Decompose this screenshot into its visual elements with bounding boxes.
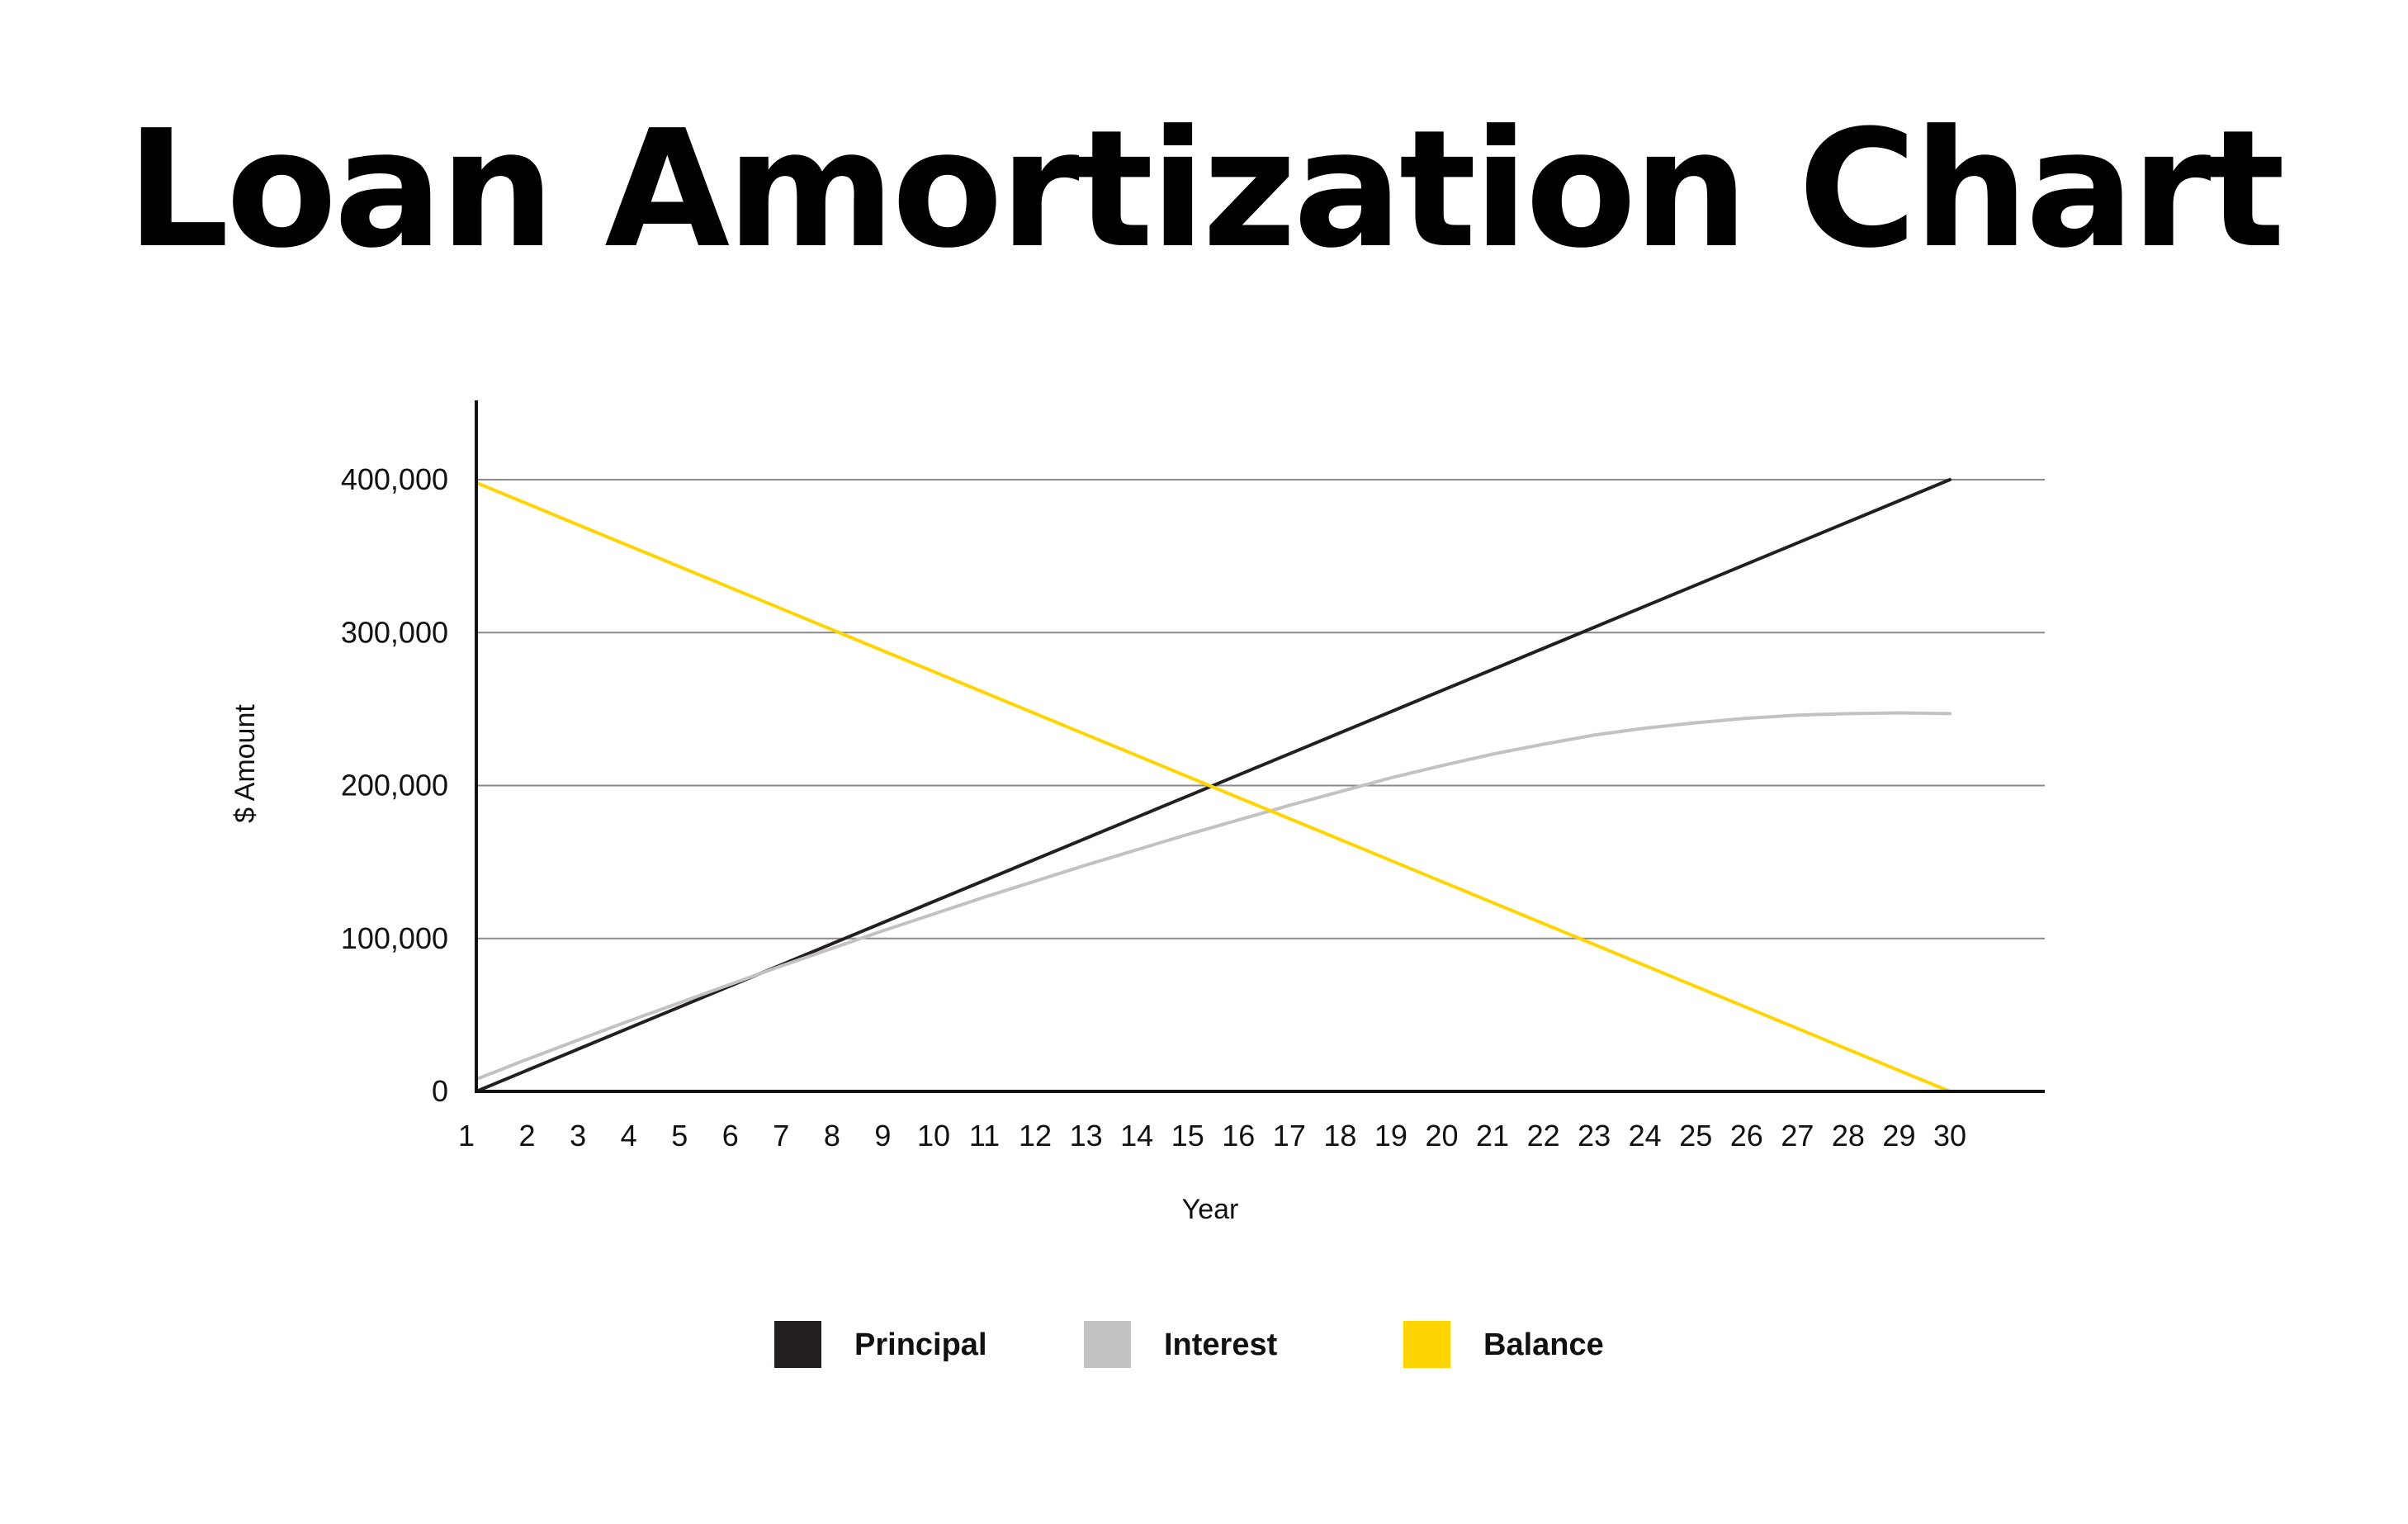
x-tick-label: 14: [1120, 1119, 1153, 1152]
x-tick-label: 18: [1323, 1119, 1356, 1152]
series-line-interest: [475, 711, 1951, 1081]
x-tick-label: 7: [773, 1119, 789, 1152]
y-tick-label: 300,000: [341, 615, 448, 649]
legend-label-balance: Balance: [1483, 1328, 1604, 1362]
x-tick-label: 6: [722, 1119, 739, 1152]
series-line-balance: [475, 480, 1951, 1093]
x-tick-label: 10: [917, 1119, 950, 1152]
gridlines: [476, 479, 2045, 939]
y-tick-label: 100,000: [341, 921, 448, 955]
legend-swatch-balance: [1403, 1321, 1450, 1368]
y-axis-title: $ Amount: [229, 704, 261, 823]
x-tick-label: 27: [1781, 1119, 1814, 1152]
x-tick-label: 8: [824, 1119, 840, 1152]
x-tick-label: 24: [1629, 1119, 1662, 1152]
x-tick-label: 15: [1171, 1119, 1204, 1152]
x-tick-label: 2: [519, 1119, 536, 1152]
x-tick-label: 19: [1374, 1119, 1407, 1152]
legend-swatch-principal: [774, 1321, 821, 1368]
legend: Principal Interest Balance: [774, 1321, 1604, 1368]
x-tick-label: 11: [969, 1119, 1000, 1152]
x-tick-label: 28: [1832, 1119, 1865, 1152]
x-tick-label: 13: [1070, 1119, 1103, 1152]
x-tick-label: 21: [1476, 1119, 1509, 1152]
x-tick-label: 9: [874, 1119, 891, 1152]
x-tick-label: 22: [1527, 1119, 1560, 1152]
x-tick-label: 30: [1933, 1119, 1966, 1152]
legend-label-interest: Interest: [1164, 1328, 1278, 1362]
y-tick-label: 0: [432, 1074, 448, 1108]
x-tick-label: 16: [1222, 1119, 1255, 1152]
series-lines: [475, 478, 1951, 1093]
x-tick-label: 29: [1882, 1119, 1915, 1152]
x-tick-label: 20: [1425, 1119, 1458, 1152]
chart-title: Loan Amortization Chart: [125, 96, 2285, 284]
legend-label-principal: Principal: [854, 1328, 987, 1362]
y-tick-label: 400,000: [341, 462, 448, 496]
x-tick-label: 25: [1679, 1119, 1712, 1152]
axes: [475, 400, 2045, 1093]
x-tick-label: 23: [1578, 1119, 1611, 1152]
y-tick-label: 200,000: [341, 769, 448, 802]
x-tick-label: 5: [671, 1119, 688, 1152]
x-tick-label: 17: [1273, 1119, 1306, 1152]
legend-swatch-interest: [1084, 1321, 1131, 1368]
x-tick-label: 3: [570, 1119, 586, 1152]
x-tick-label: 4: [621, 1119, 637, 1152]
x-axis-title: Year: [1182, 1194, 1239, 1225]
x-tick-label: 26: [1730, 1119, 1763, 1152]
x-tick-label: 12: [1019, 1119, 1052, 1152]
x-tick-label: 1: [458, 1119, 475, 1152]
